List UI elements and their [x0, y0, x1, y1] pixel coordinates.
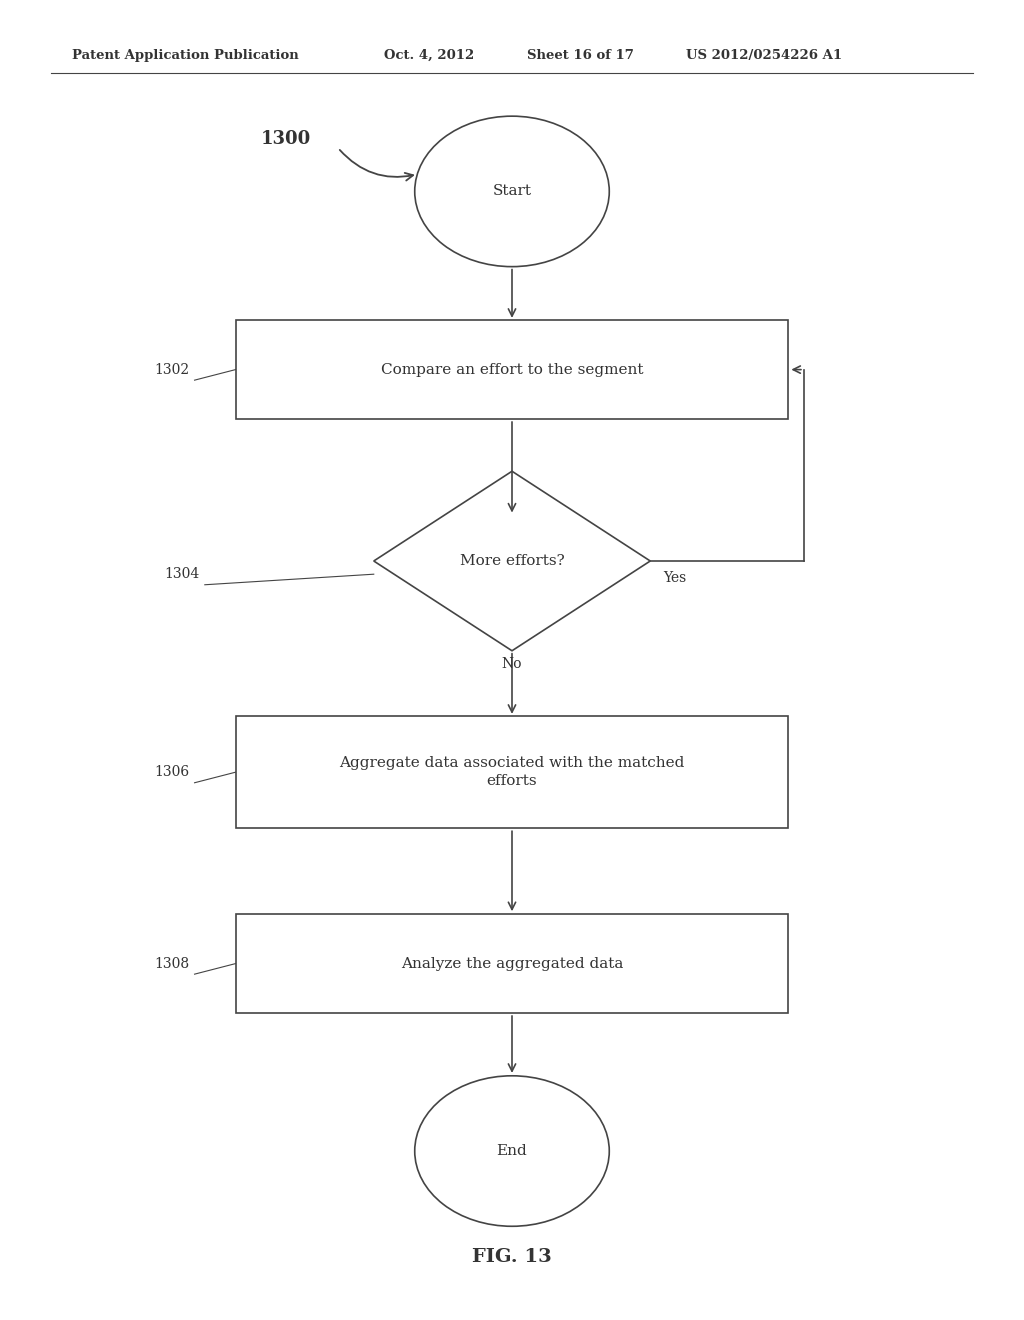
Text: More efforts?: More efforts?	[460, 554, 564, 568]
Text: End: End	[497, 1144, 527, 1158]
Text: US 2012/0254226 A1: US 2012/0254226 A1	[686, 49, 842, 62]
Ellipse shape	[415, 1076, 609, 1226]
Bar	[236, 913, 788, 1014]
Bar	[236, 715, 788, 829]
Text: 1308: 1308	[155, 957, 189, 970]
Text: Patent Application Publication: Patent Application Publication	[72, 49, 298, 62]
Text: No: No	[502, 657, 522, 671]
Text: Analyze the aggregated data: Analyze the aggregated data	[400, 957, 624, 970]
Text: FIG. 13: FIG. 13	[472, 1247, 552, 1266]
Text: 1300: 1300	[261, 129, 311, 148]
Text: Yes: Yes	[664, 572, 687, 585]
Bar	[236, 321, 788, 420]
Text: Start: Start	[493, 185, 531, 198]
Text: Aggregate data associated with the matched
efforts: Aggregate data associated with the match…	[339, 756, 685, 788]
Text: Compare an effort to the segment: Compare an effort to the segment	[381, 363, 643, 376]
Text: Oct. 4, 2012: Oct. 4, 2012	[384, 49, 474, 62]
Text: 1304: 1304	[165, 568, 200, 581]
Ellipse shape	[415, 116, 609, 267]
Text: 1306: 1306	[155, 766, 189, 779]
Polygon shape	[374, 471, 650, 651]
Text: 1302: 1302	[155, 363, 189, 376]
Text: Sheet 16 of 17: Sheet 16 of 17	[527, 49, 634, 62]
